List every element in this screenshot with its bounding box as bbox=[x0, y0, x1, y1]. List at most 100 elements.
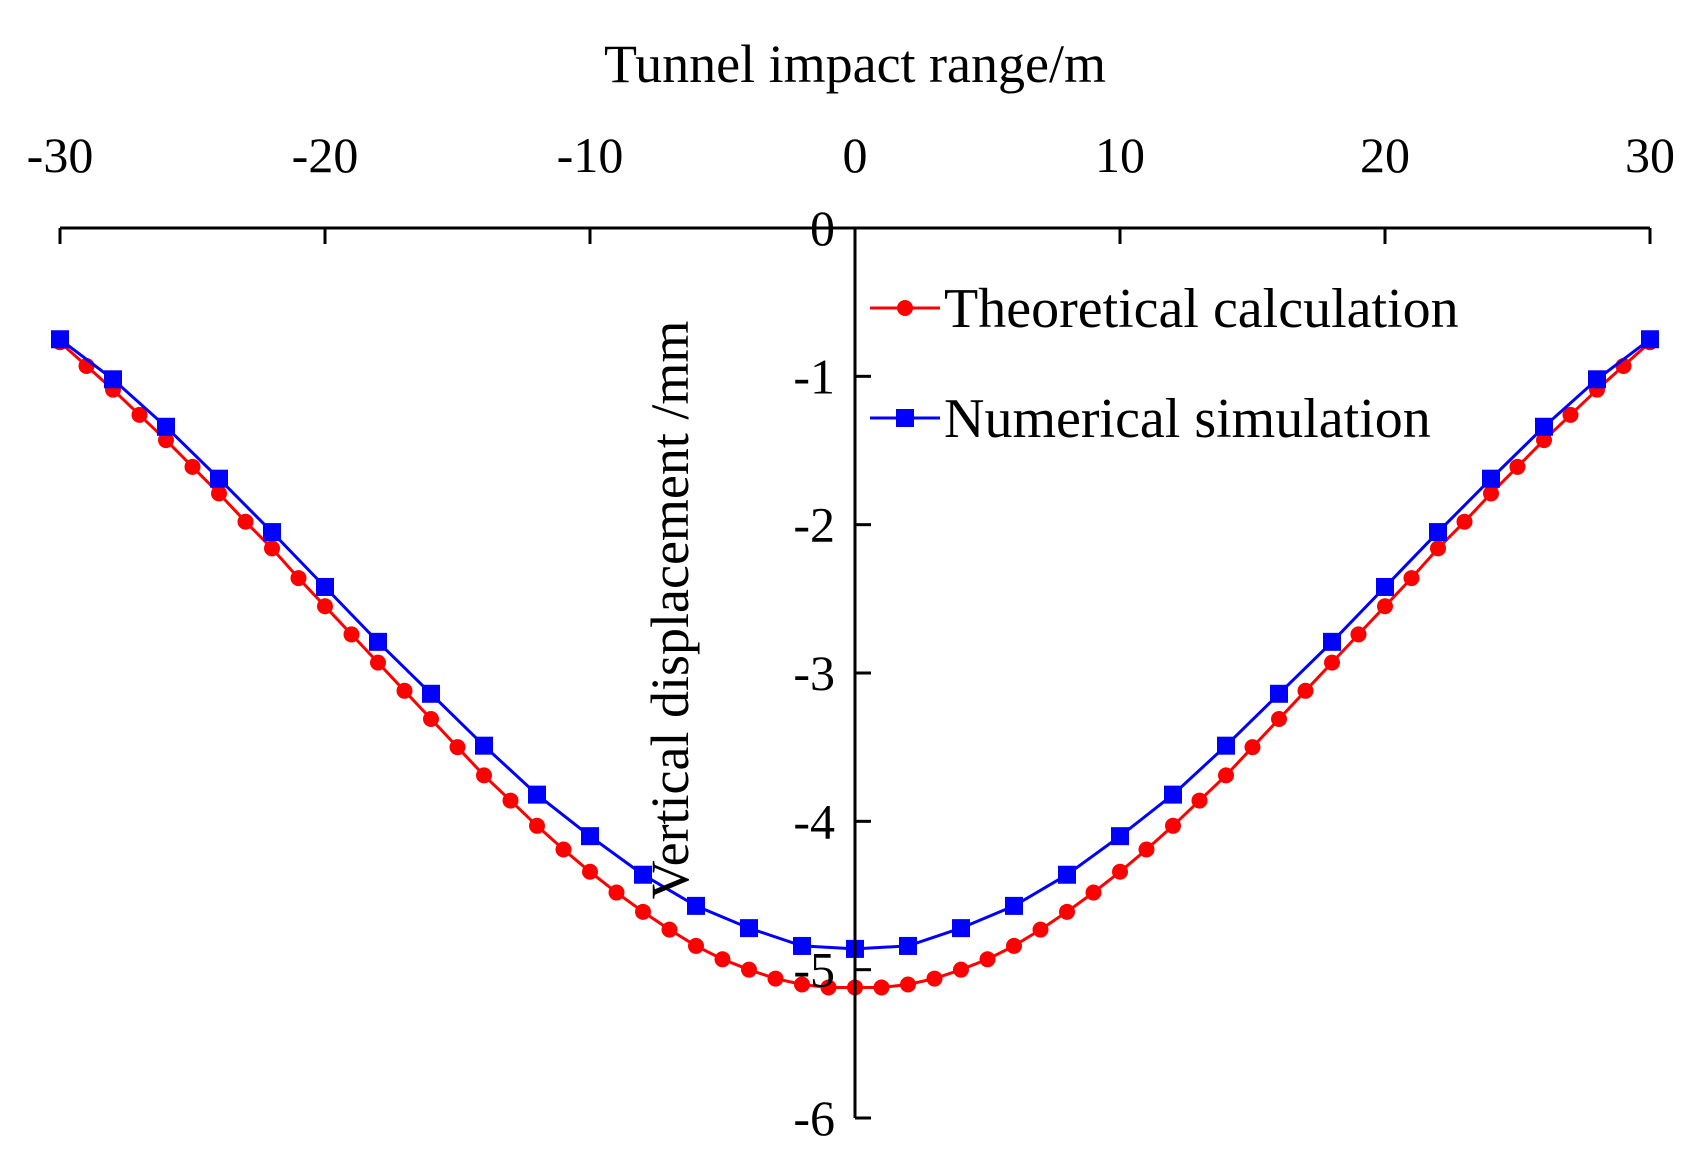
data-point bbox=[767, 970, 784, 987]
data-point bbox=[290, 570, 307, 587]
data-point bbox=[158, 432, 174, 449]
data-point bbox=[582, 863, 598, 880]
data-point bbox=[1006, 937, 1022, 954]
y-tick-label: -5 bbox=[793, 942, 835, 998]
legend-marker bbox=[896, 409, 914, 427]
data-point bbox=[317, 598, 333, 615]
x-tick-label: 30 bbox=[1625, 127, 1675, 183]
data-point bbox=[873, 979, 890, 996]
data-point bbox=[899, 936, 917, 955]
data-point bbox=[635, 903, 651, 920]
data-point bbox=[1376, 577, 1394, 596]
data-point bbox=[157, 417, 175, 436]
legend-marker bbox=[897, 300, 913, 316]
data-point bbox=[714, 951, 731, 968]
legend-item: Theoretical calculation bbox=[870, 278, 1459, 340]
data-point bbox=[687, 896, 705, 915]
data-point bbox=[741, 961, 757, 978]
data-point bbox=[449, 739, 466, 756]
data-point bbox=[1032, 921, 1049, 938]
data-point bbox=[1483, 485, 1499, 502]
data-point bbox=[794, 976, 810, 993]
data-point bbox=[476, 767, 492, 784]
data-point bbox=[422, 684, 440, 703]
data-point bbox=[1218, 767, 1234, 784]
data-point bbox=[793, 936, 811, 955]
data-point bbox=[316, 577, 334, 596]
y-tick-label: -6 bbox=[793, 1090, 835, 1146]
y-axis-title: Vertical displacement /mm bbox=[640, 321, 700, 900]
data-point bbox=[1112, 863, 1128, 880]
data-point bbox=[926, 970, 943, 987]
x-axis-title: Tunnel impact range/m bbox=[604, 34, 1106, 94]
data-point bbox=[1085, 884, 1102, 901]
data-point bbox=[1191, 792, 1208, 809]
data-point bbox=[1164, 785, 1182, 804]
data-point bbox=[1323, 632, 1341, 651]
data-point bbox=[343, 626, 360, 643]
data-point bbox=[661, 921, 678, 938]
data-point bbox=[104, 370, 122, 389]
data-point bbox=[1350, 626, 1367, 643]
data-point bbox=[1111, 827, 1129, 846]
data-point bbox=[502, 792, 519, 809]
data-point bbox=[475, 736, 493, 755]
data-point bbox=[1297, 682, 1314, 699]
data-point bbox=[1377, 598, 1393, 615]
data-point bbox=[1324, 654, 1340, 671]
data-point bbox=[1244, 739, 1261, 756]
data-point bbox=[1271, 710, 1287, 727]
data-point bbox=[369, 632, 387, 651]
data-point bbox=[211, 485, 227, 502]
data-point bbox=[1005, 896, 1023, 915]
x-tick-label: -20 bbox=[292, 127, 359, 183]
data-point bbox=[1535, 417, 1553, 436]
data-point bbox=[634, 865, 652, 884]
data-point bbox=[1403, 570, 1420, 587]
data-point bbox=[1217, 736, 1235, 755]
data-point bbox=[396, 682, 413, 699]
data-point bbox=[1270, 684, 1288, 703]
data-point bbox=[581, 827, 599, 846]
data-point bbox=[1536, 432, 1552, 449]
x-tick-label: -10 bbox=[557, 127, 624, 183]
data-point bbox=[263, 523, 281, 542]
x-tick-label: 0 bbox=[843, 127, 868, 183]
data-point bbox=[688, 937, 704, 954]
x-tick-label: -30 bbox=[27, 127, 94, 183]
x-ticks: -30 -20 -10 0 10 20 30 bbox=[27, 127, 1675, 244]
series-theoretical-calculation bbox=[52, 334, 1658, 996]
x-tick-label: 10 bbox=[1095, 127, 1145, 183]
data-point bbox=[237, 513, 254, 530]
y-tick-label: -4 bbox=[793, 793, 835, 849]
data-point bbox=[131, 406, 148, 423]
legend-label: Theoretical calculation bbox=[944, 278, 1459, 340]
data-point bbox=[1562, 406, 1579, 423]
data-point bbox=[529, 817, 545, 834]
data-point bbox=[953, 961, 969, 978]
legend-item: Numerical simulation bbox=[870, 388, 1431, 450]
data-point bbox=[1482, 469, 1500, 488]
data-point bbox=[184, 458, 201, 475]
data-point bbox=[820, 979, 837, 996]
data-point bbox=[1456, 513, 1473, 530]
data-point bbox=[51, 330, 69, 349]
data-point bbox=[1430, 540, 1446, 557]
data-point bbox=[608, 884, 625, 901]
data-point bbox=[210, 469, 228, 488]
data-point bbox=[370, 654, 386, 671]
data-point bbox=[1058, 865, 1076, 884]
x-tick-label: 20 bbox=[1360, 127, 1410, 183]
data-point bbox=[555, 841, 572, 858]
y-ticks: 0 -1 -2 -3 -4 -5 -6 bbox=[793, 200, 871, 1146]
y-tick-label: -1 bbox=[793, 348, 835, 404]
data-point bbox=[979, 951, 996, 968]
y-tick-label: -3 bbox=[793, 645, 835, 701]
legend-label: Numerical simulation bbox=[944, 388, 1431, 450]
data-point bbox=[952, 919, 970, 938]
data-point bbox=[528, 785, 546, 804]
data-point bbox=[423, 710, 439, 727]
y-tick-label: 0 bbox=[810, 200, 835, 256]
data-point bbox=[740, 919, 758, 938]
